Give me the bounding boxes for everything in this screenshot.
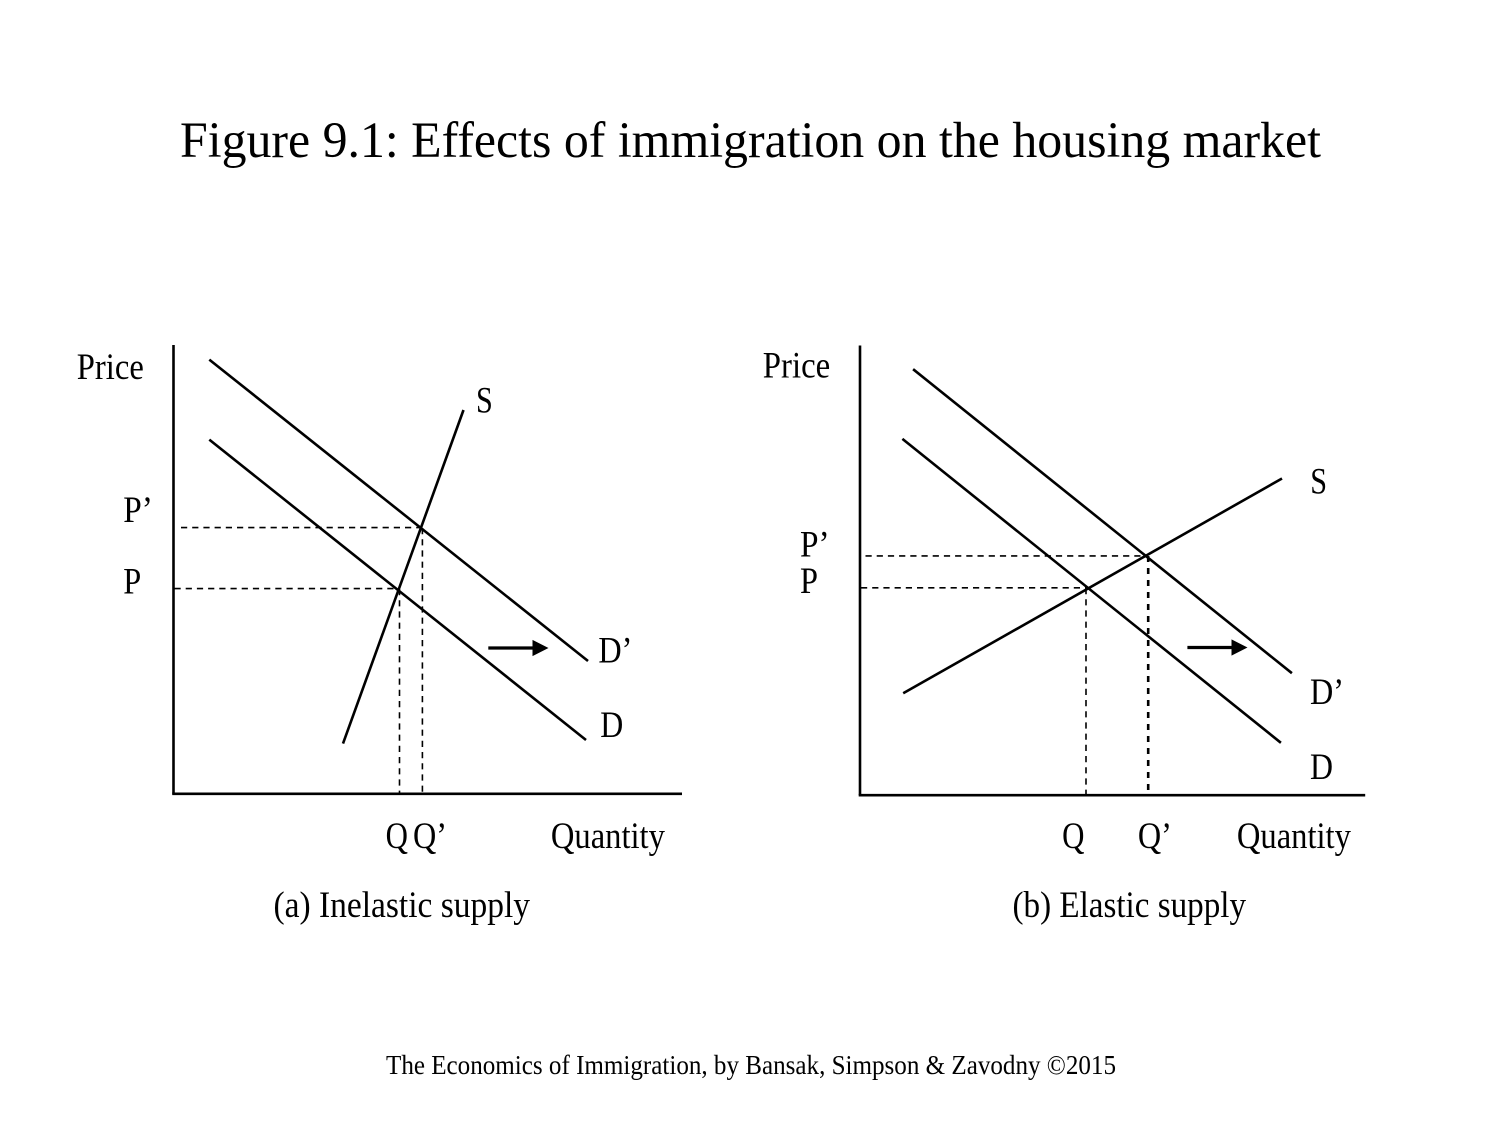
svg-text:Price: Price <box>763 345 830 386</box>
svg-text:(b) Elastic supply: (b) Elastic supply <box>1013 884 1247 925</box>
svg-text:Figure 9.1: Effects of immigra: Figure 9.1: Effects of immigration on th… <box>180 112 1321 169</box>
svg-text:D: D <box>600 704 623 745</box>
svg-text:Price: Price <box>77 346 144 387</box>
svg-text:Q’: Q’ <box>1138 815 1172 856</box>
svg-text:Q’: Q’ <box>413 815 447 856</box>
svg-text:Quantity: Quantity <box>1237 815 1352 856</box>
svg-text:(a) Inelastic supply: (a) Inelastic supply <box>274 884 531 925</box>
svg-text:D’: D’ <box>598 630 632 671</box>
svg-text:D’: D’ <box>1310 671 1344 712</box>
svg-text:The Economics of Immigration,: The Economics of Immigration, by Bansak,… <box>386 1049 1116 1080</box>
svg-text:Q: Q <box>1062 815 1084 856</box>
svg-text:Q: Q <box>386 815 408 856</box>
svg-text:P’: P’ <box>800 523 830 564</box>
svg-text:D: D <box>1310 746 1333 787</box>
svg-text:S: S <box>476 380 493 421</box>
svg-text:S: S <box>1310 461 1327 502</box>
svg-text:Quantity: Quantity <box>551 815 666 856</box>
svg-text:P: P <box>800 560 818 601</box>
svg-text:P: P <box>123 560 141 601</box>
svg-text:P’: P’ <box>123 489 153 530</box>
